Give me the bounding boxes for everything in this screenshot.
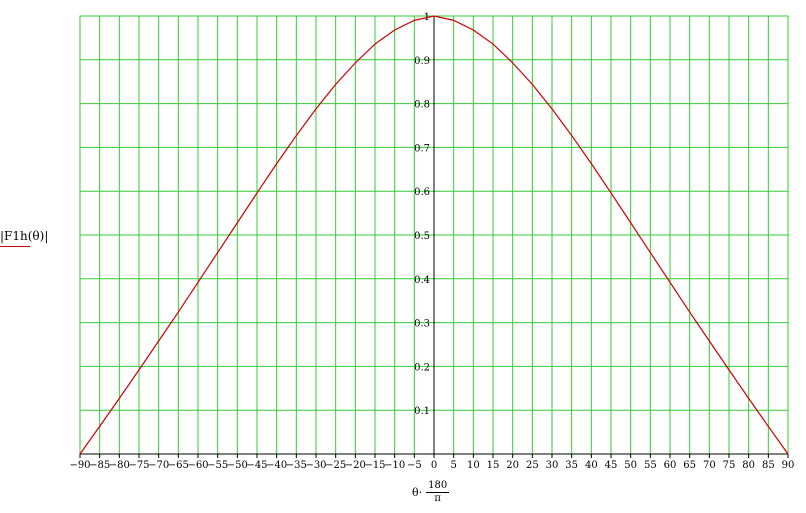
x-tick-labels: −90−85−80−75−70−65−60−55−50−45−40−35−30−…	[69, 460, 794, 471]
x-tick-label: 10	[467, 460, 480, 471]
y-tick-label: 0.2	[414, 362, 430, 373]
x-tick-label: −60	[187, 460, 208, 471]
x-axis-label: θ· 180 π	[412, 480, 450, 505]
x-tick-label: 50	[624, 460, 637, 471]
x-tick-label: 25	[526, 460, 539, 471]
x-tick-label: 0	[431, 460, 437, 471]
y-tick-label: 0.6	[414, 187, 430, 198]
x-tick-label: 75	[723, 460, 736, 471]
y-axis-label: |F1h(θ)|	[0, 229, 62, 247]
series-line	[79, 15, 789, 455]
x-axis-label-numerator: 180	[426, 480, 450, 493]
x-axis-label-var: θ·	[412, 486, 423, 499]
x-tick-label: 15	[487, 460, 500, 471]
y-tick-label: 0.1	[414, 406, 430, 417]
x-tick-label: −35	[286, 460, 307, 471]
y-tick-label: 0.7	[414, 143, 430, 154]
x-tick-label: −20	[345, 460, 366, 471]
x-tick-label: −5	[407, 460, 422, 471]
x-tick-label: −75	[128, 460, 149, 471]
x-tick-label: 90	[782, 460, 795, 471]
x-tick-label: 60	[664, 460, 677, 471]
x-axis-label-fraction: 180 π	[426, 480, 450, 505]
x-tick-label: −40	[266, 460, 287, 471]
y-axis-label-text: |F1h(θ)|	[0, 229, 49, 243]
x-tick-label: 85	[762, 460, 775, 471]
x-tick-label: −45	[246, 460, 267, 471]
x-tick-label: −25	[325, 460, 346, 471]
y-tick-label: 0.5	[414, 231, 430, 242]
y-tick-labels: 0.10.20.30.40.50.60.70.80.91	[414, 12, 430, 417]
x-tick-label: −85	[89, 460, 110, 471]
x-tick-label: 40	[585, 460, 598, 471]
x-tick-label: −10	[384, 460, 405, 471]
y-tick-label: 0.8	[414, 100, 430, 111]
y-tick-label: 0.4	[414, 275, 430, 286]
x-axis-label-denominator: π	[434, 493, 441, 504]
x-tick-label: 20	[506, 460, 519, 471]
legend-line-sample	[0, 246, 30, 247]
x-tick-label: 35	[565, 460, 578, 471]
x-tick-label: −65	[168, 460, 189, 471]
grid	[79, 15, 789, 458]
x-tick-label: 55	[644, 460, 657, 471]
x-tick-label: 70	[703, 460, 716, 471]
x-tick-label: −90	[69, 460, 90, 471]
x-tick-label: −80	[109, 460, 130, 471]
x-tick-label: −70	[148, 460, 169, 471]
x-tick-label: 65	[683, 460, 696, 471]
x-tick-label: 80	[742, 460, 755, 471]
x-tick-label: −15	[364, 460, 385, 471]
x-tick-label: 30	[546, 460, 559, 471]
x-tick-label: −30	[305, 460, 326, 471]
x-tick-label: −50	[227, 460, 248, 471]
x-tick-label: −55	[207, 460, 228, 471]
y-tick-label: 0.9	[414, 56, 430, 67]
x-tick-label: 5	[450, 460, 456, 471]
x-tick-label: 45	[605, 460, 618, 471]
y-tick-label: 0.3	[414, 319, 430, 330]
